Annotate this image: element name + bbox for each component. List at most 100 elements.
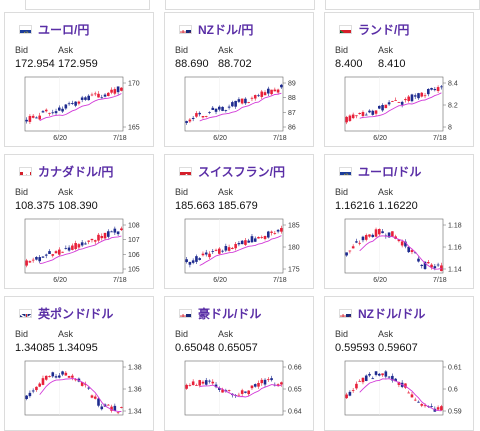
candle-body bbox=[401, 241, 404, 245]
candle-body bbox=[267, 89, 270, 94]
candle-body bbox=[117, 412, 120, 413]
x-tick-label: 6/20 bbox=[53, 135, 67, 142]
candle-body bbox=[94, 240, 97, 241]
candle-body bbox=[358, 113, 361, 114]
candle-body bbox=[234, 244, 237, 248]
candle-body bbox=[381, 231, 384, 233]
candle-body bbox=[352, 246, 355, 248]
candle-body bbox=[381, 105, 384, 110]
candle-body bbox=[38, 116, 41, 120]
y-tick-label: 86 bbox=[288, 125, 296, 132]
candle-body bbox=[65, 105, 68, 109]
candle-body bbox=[202, 382, 205, 384]
card-title[interactable]: 豪ドル/ドル bbox=[179, 305, 261, 321]
card-title[interactable]: スイスフラン/円 bbox=[179, 163, 285, 179]
candle-body bbox=[51, 372, 54, 376]
card-title[interactable]: ユーロ/ドル bbox=[339, 163, 421, 179]
candle-body bbox=[100, 97, 103, 98]
candle-body bbox=[251, 236, 254, 242]
currency-pair-name[interactable]: カナダドル/円 bbox=[38, 163, 113, 180]
ask-label: Ask bbox=[218, 187, 233, 197]
candle-body bbox=[251, 98, 254, 99]
card-title[interactable]: ユーロ/円 bbox=[19, 21, 89, 37]
y-tick-label: 175 bbox=[288, 267, 300, 274]
candle-body bbox=[65, 248, 68, 249]
card-strip bbox=[325, 0, 480, 10]
candle-body bbox=[107, 405, 110, 406]
card-title[interactable]: カナダドル/円 bbox=[19, 163, 113, 179]
card-title[interactable]: 英ポンド/ドル bbox=[19, 305, 113, 321]
candle-body bbox=[205, 253, 208, 255]
candle-body bbox=[270, 90, 273, 94]
candle-body bbox=[394, 100, 397, 101]
candle-body bbox=[32, 116, 35, 118]
candle-body bbox=[247, 391, 250, 395]
candle-body bbox=[371, 111, 374, 115]
candle-body bbox=[355, 384, 358, 389]
candle-body bbox=[68, 103, 71, 104]
flag-icon bbox=[179, 309, 192, 318]
candle-body bbox=[55, 376, 58, 377]
x-tick-label: 7/18 bbox=[273, 277, 287, 284]
currency-pair-name[interactable]: ユーロ/ドル bbox=[358, 163, 421, 180]
candle-body bbox=[48, 251, 51, 254]
currency-pair-name[interactable]: 英ポンド/ドル bbox=[38, 305, 113, 322]
candle-body bbox=[225, 246, 228, 251]
candle-body bbox=[365, 376, 368, 381]
card-title[interactable]: NZドル/ドル bbox=[339, 305, 425, 321]
candle-body bbox=[58, 250, 61, 255]
candle-body bbox=[29, 261, 32, 262]
y-tick-label: 8 bbox=[448, 125, 452, 132]
candle-body bbox=[97, 399, 100, 406]
card-title[interactable]: NZドル/円 bbox=[179, 21, 253, 37]
card-title[interactable]: ランド/円 bbox=[339, 21, 409, 37]
candle-body bbox=[198, 380, 201, 385]
candle-body bbox=[368, 111, 371, 113]
candle-body bbox=[38, 257, 41, 261]
plot-frame bbox=[185, 219, 283, 273]
candle-body bbox=[25, 396, 28, 399]
candle-body bbox=[97, 94, 100, 98]
currency-pair-name[interactable]: ランド/円 bbox=[358, 21, 409, 38]
candle-body bbox=[198, 113, 201, 114]
bid-value: 0.65048 bbox=[175, 342, 215, 354]
currency-pair-name[interactable]: スイスフラン/円 bbox=[198, 163, 285, 180]
candle-body bbox=[391, 101, 394, 102]
ask-label: Ask bbox=[58, 45, 73, 55]
candle-body bbox=[189, 120, 192, 122]
currency-pair-name[interactable]: 豪ドル/ドル bbox=[198, 305, 261, 322]
candle-body bbox=[65, 373, 68, 376]
candle-body bbox=[35, 387, 38, 390]
currency-pair-name[interactable]: NZドル/ドル bbox=[358, 305, 425, 322]
candle-body bbox=[58, 108, 61, 111]
y-tick-label: 89 bbox=[288, 81, 296, 88]
ask-value: 88.702 bbox=[218, 58, 252, 70]
flag-icon bbox=[339, 167, 352, 176]
candle-body bbox=[211, 382, 214, 384]
currency-pair-name[interactable]: ユーロ/円 bbox=[38, 21, 89, 38]
y-tick-label: 1.18 bbox=[448, 223, 462, 230]
candle-body bbox=[228, 247, 231, 251]
currency-pair-name[interactable]: NZドル/円 bbox=[198, 21, 253, 38]
candle-body bbox=[195, 113, 198, 117]
candle-body bbox=[437, 87, 440, 91]
candle-body bbox=[257, 237, 260, 238]
